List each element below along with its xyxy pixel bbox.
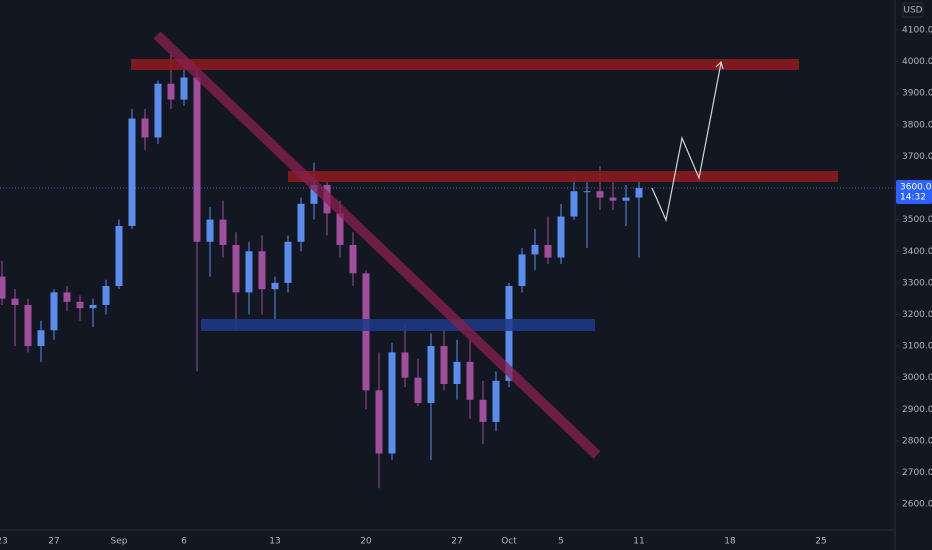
candle-body bbox=[219, 219, 227, 245]
x-tick-label: 27 bbox=[451, 537, 462, 547]
candle-body bbox=[531, 244, 539, 255]
y-tick-label: 4100.00 bbox=[902, 26, 932, 36]
projection-path bbox=[651, 62, 722, 223]
candle-body bbox=[141, 118, 149, 138]
candle-body bbox=[310, 184, 318, 204]
y-tick-label: 2900.00 bbox=[902, 405, 932, 415]
candle-body bbox=[102, 286, 110, 305]
plot bbox=[0, 52, 895, 489]
candle-body bbox=[544, 244, 552, 258]
x-tick-label: 20 bbox=[360, 537, 372, 547]
candle-body bbox=[24, 304, 32, 347]
last-price-box bbox=[896, 180, 932, 205]
y-tick-label: 3300.00 bbox=[902, 278, 932, 288]
candle-body bbox=[596, 191, 604, 198]
y-tick-label: 2800.00 bbox=[902, 436, 932, 446]
support-zone bbox=[201, 319, 595, 331]
candle-body bbox=[414, 377, 422, 403]
countdown: 14:32 bbox=[900, 193, 926, 203]
y-tick-label: 2700.00 bbox=[902, 468, 932, 478]
axis-unit: USD bbox=[903, 6, 922, 16]
candle-body bbox=[375, 390, 383, 454]
candle-body bbox=[76, 301, 84, 309]
y-tick-label: 4000.00 bbox=[902, 57, 932, 67]
candle-body bbox=[180, 77, 188, 100]
x-tick-label: Sep bbox=[111, 537, 128, 547]
candle-body bbox=[115, 225, 123, 287]
candle-body bbox=[635, 188, 643, 198]
candle-body bbox=[557, 216, 565, 258]
y-tick-label: 3200.00 bbox=[902, 310, 932, 320]
y-tick-label: 3100.00 bbox=[902, 342, 932, 352]
candle-body bbox=[206, 219, 214, 242]
x-tick-label: 18 bbox=[724, 537, 736, 547]
candle-body bbox=[583, 191, 591, 193]
candle-body bbox=[336, 213, 344, 245]
candle-body bbox=[63, 292, 71, 302]
y-tick-label: 3000.00 bbox=[902, 373, 932, 383]
candle-body bbox=[271, 282, 279, 290]
candle-body bbox=[50, 292, 58, 331]
projection-arrow bbox=[715, 60, 724, 70]
candle-body bbox=[0, 276, 6, 299]
candle-body bbox=[89, 304, 97, 309]
candle-body bbox=[622, 197, 630, 201]
candle-body bbox=[609, 197, 617, 201]
x-tick-label: 6 bbox=[181, 537, 187, 547]
x-tick-label: 23 bbox=[0, 537, 8, 547]
y-tick-label: 3900.00 bbox=[902, 89, 932, 99]
x-tick-label: 27 bbox=[48, 537, 59, 547]
candle-body bbox=[232, 244, 240, 293]
y-tick-label: 3400.00 bbox=[902, 247, 932, 257]
candle-body bbox=[518, 254, 526, 287]
y-tick-label: 2600.00 bbox=[902, 500, 932, 510]
x-tick-label: 11 bbox=[633, 537, 644, 547]
x-tick-label: 5 bbox=[558, 537, 564, 547]
candle-body bbox=[440, 346, 448, 384]
price-axis: 2600.00 2700.00 2800.00 2900.00 3000.00 3100.… bbox=[895, 26, 932, 510]
candle-body bbox=[388, 352, 396, 454]
candle-body bbox=[128, 118, 136, 226]
candle-body bbox=[258, 251, 266, 290]
candle-body bbox=[284, 241, 292, 283]
x-tick-label: Oct bbox=[501, 537, 517, 547]
candle-body bbox=[349, 244, 357, 274]
candle-body bbox=[362, 273, 370, 391]
candle-body bbox=[154, 83, 162, 138]
candle-body bbox=[37, 330, 45, 347]
candle-body bbox=[167, 83, 175, 100]
trend-line bbox=[153, 31, 601, 459]
candle-body bbox=[453, 361, 461, 384]
y-tick-label: 3500.00 bbox=[902, 215, 932, 225]
candle-body bbox=[401, 352, 409, 378]
candle-body bbox=[427, 346, 435, 403]
candle-body bbox=[11, 298, 19, 305]
candle-body bbox=[193, 77, 201, 242]
candle-body bbox=[570, 191, 578, 217]
y-tick-label: 3800.00 bbox=[902, 120, 932, 130]
candle-body bbox=[297, 203, 305, 242]
candle-body bbox=[245, 251, 253, 293]
candle-body bbox=[505, 286, 513, 381]
unit-box[interactable] bbox=[902, 2, 924, 18]
candle-body bbox=[479, 399, 487, 422]
resistance-zone bbox=[288, 171, 838, 182]
x-tick-label: 25 bbox=[815, 537, 826, 547]
candle-body bbox=[466, 361, 474, 400]
candle-body bbox=[492, 380, 500, 422]
y-tick-label: 3700.00 bbox=[902, 152, 932, 162]
last-price-label: 3600.00 bbox=[900, 183, 932, 193]
x-tick-label: 13 bbox=[269, 537, 280, 547]
resistance-zone bbox=[131, 59, 799, 70]
